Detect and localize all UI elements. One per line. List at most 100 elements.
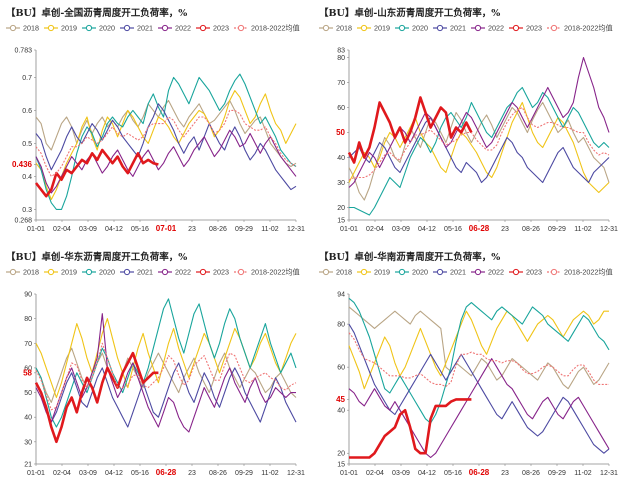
x-tick-label: 01-01 xyxy=(340,470,358,477)
legend-marker xyxy=(47,268,55,276)
x-tick-label: 04-12 xyxy=(105,226,123,233)
legend-item: 2020 xyxy=(395,268,428,277)
series-line-2018-2022均值 xyxy=(348,106,610,181)
legend-marker xyxy=(436,24,444,32)
chart-svg: 【BU】卓创-山东沥青周度开工负荷率，% 2018 2019 2020 2021 2022… xyxy=(319,7,618,233)
x-tick-label: 23 xyxy=(501,226,509,233)
x-tick-label: 06-28 xyxy=(469,468,490,477)
chart-east-china: 【BU】卓创-华东沥青周度开工负荷率，% 2018 2019 2020 2021 2022… xyxy=(0,244,312,487)
y-tick-label: 80 xyxy=(24,316,32,323)
series-line-2018 xyxy=(348,101,610,201)
legend-marker xyxy=(199,24,207,32)
legend-label: 2021 xyxy=(450,268,466,277)
legend-marker xyxy=(436,268,444,276)
legend-marker xyxy=(123,268,131,276)
series-line-2020 xyxy=(35,73,297,210)
series-line-2020 xyxy=(35,298,297,428)
y-tick-label: 30 xyxy=(24,439,32,446)
legend-item: 2023 xyxy=(509,24,542,33)
x-tick-label: 08-26 xyxy=(522,226,540,233)
y-tick-label: 50 xyxy=(24,390,32,397)
x-tick-label: 04-12 xyxy=(105,470,123,477)
legend-label: 2018 xyxy=(23,268,39,277)
legend-label: 2018 xyxy=(23,24,39,33)
legend-item: 2019 xyxy=(357,268,390,277)
series-line-2023 xyxy=(347,96,473,164)
chart-south-china: 【BU】卓创-华南沥青周度开工负荷率，% 2018 2019 2020 2021 2022… xyxy=(313,244,625,487)
legend-label: 2018-2022均值 xyxy=(564,268,613,277)
legend-item: 2018 xyxy=(6,268,39,277)
y-tick-label: 80 xyxy=(337,55,345,62)
chart-title: 【BU】卓创-华南沥青周度开工负荷率，% xyxy=(319,251,500,263)
series-line-2021 xyxy=(348,116,610,184)
legend-item: 2022 xyxy=(158,24,191,33)
legend-marker xyxy=(9,24,17,32)
legend-marker xyxy=(550,268,558,276)
y-tick-label: 83 xyxy=(337,48,345,55)
series-line-2018 xyxy=(348,306,610,390)
legend-label: 2018 xyxy=(336,268,352,277)
y-tick-label: 0.783 xyxy=(14,48,32,55)
y-tick-label: 40 xyxy=(24,415,32,422)
series-line-2021 xyxy=(35,103,297,191)
legend-label: 2020 xyxy=(99,24,115,33)
legend-item: 2021 xyxy=(433,24,466,33)
x-tick-label: 11-02 xyxy=(574,226,591,233)
legend-label: 2019 xyxy=(374,268,390,277)
y-tick-label: 50 xyxy=(336,128,345,137)
legend-label: 2018 xyxy=(336,24,352,33)
legend-label: 2022 xyxy=(488,268,504,277)
x-tick-label: 05-16 xyxy=(131,470,149,477)
legend-item: 2018 xyxy=(319,24,352,33)
legend-marker xyxy=(398,24,406,32)
legend-item: 2018-2022均值 xyxy=(547,24,613,33)
legend-label: 2019 xyxy=(374,24,390,33)
legend-marker xyxy=(398,268,406,276)
legend-marker xyxy=(199,268,207,276)
x-tick-label: 23 xyxy=(188,226,196,233)
series-line-2018-2022均值 xyxy=(348,332,609,388)
legend-item: 2019 xyxy=(44,24,77,33)
legend-item: 2023 xyxy=(196,268,229,277)
x-tick-label: 06-28 xyxy=(156,468,177,477)
legend-label: 2021 xyxy=(137,268,153,277)
y-tick-label: 60 xyxy=(24,365,32,372)
legend-item: 2021 xyxy=(120,24,153,33)
legend-marker xyxy=(161,24,169,32)
legend-marker xyxy=(360,24,368,32)
x-tick-label: 02-04 xyxy=(366,226,384,233)
legend-marker xyxy=(512,268,520,276)
y-tick-label: 20 xyxy=(337,451,345,458)
legend-item: 2021 xyxy=(120,268,153,277)
legend-label: 2021 xyxy=(450,24,466,33)
series-line-2021 xyxy=(348,323,610,454)
x-tick-label: 09-29 xyxy=(548,226,566,233)
series-line-2019 xyxy=(35,90,297,201)
series-line-2019 xyxy=(35,318,297,399)
legend-marker xyxy=(322,24,330,32)
legend-item: 2022 xyxy=(471,268,504,277)
x-tick-label: 12-31 xyxy=(600,226,618,233)
legend-item: 2021 xyxy=(433,268,466,277)
legend-item: 2018-2022均值 xyxy=(234,268,300,277)
legend-marker xyxy=(237,24,245,32)
legend-marker xyxy=(474,268,482,276)
legend-item: 2020 xyxy=(395,24,428,33)
chart-svg: 【BU】卓创-华南沥青周度开工负荷率，% 2018 2019 2020 2021 2022… xyxy=(319,251,618,477)
y-tick-label: 15 xyxy=(337,218,345,225)
legend-marker xyxy=(512,24,520,32)
x-tick-label: 23 xyxy=(501,470,509,477)
series-line-2022 xyxy=(348,358,610,459)
series-line-2018-2022均值 xyxy=(35,342,297,411)
legend-label: 2023 xyxy=(526,24,542,33)
y-tick-label: 30 xyxy=(337,180,345,187)
legend-label: 2023 xyxy=(213,268,229,277)
series-line-2019 xyxy=(348,310,609,390)
x-tick-label: 12-31 xyxy=(600,470,618,477)
legend-marker xyxy=(322,268,330,276)
x-tick-label: 12-31 xyxy=(287,226,305,233)
legend-item: 2018 xyxy=(319,268,352,277)
series-line-2020 xyxy=(348,297,610,424)
x-tick-label: 01-01 xyxy=(27,226,45,233)
y-tick-label: 0.3 xyxy=(22,207,32,214)
